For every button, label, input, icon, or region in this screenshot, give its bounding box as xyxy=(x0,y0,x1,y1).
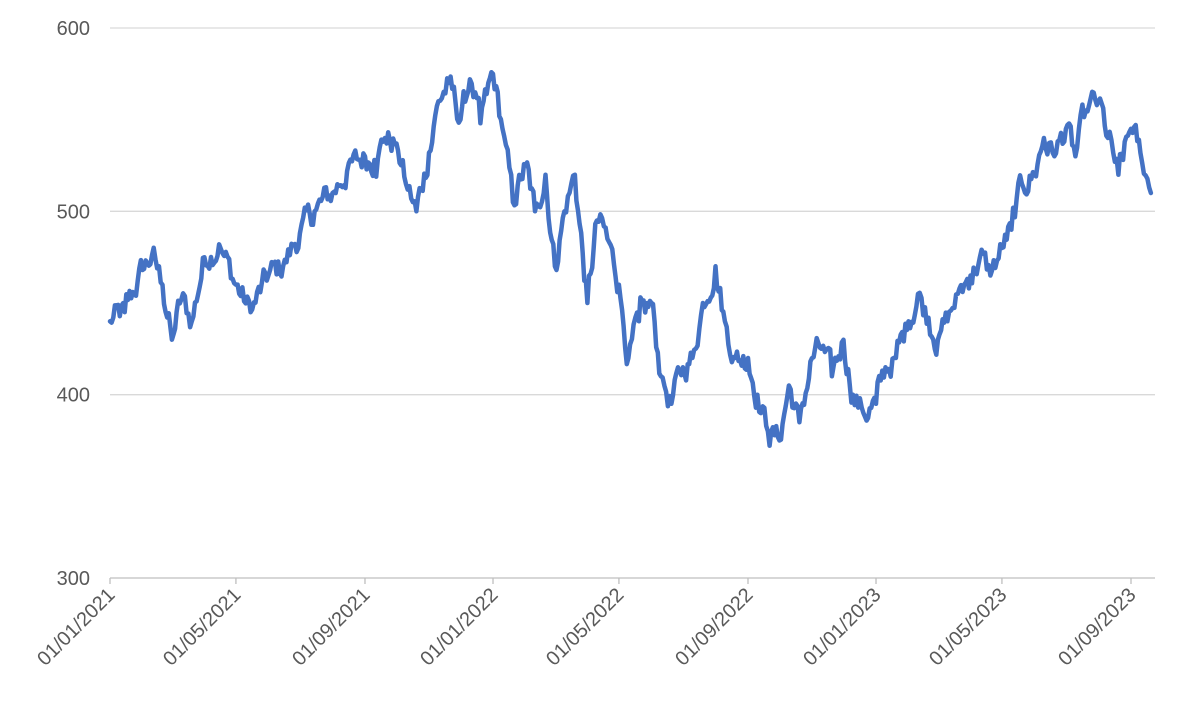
y-axis-tick-labels: 300 400 500 600 xyxy=(57,18,90,590)
x-tick-label: 01/05/2022 xyxy=(542,584,628,670)
gridlines xyxy=(110,27,1155,396)
x-tick-label: 01/01/2023 xyxy=(799,584,885,670)
series-line xyxy=(107,69,1154,448)
x-tick-label: 01/09/2021 xyxy=(288,584,374,670)
x-tick-label: 01/09/2022 xyxy=(671,584,757,670)
y-tick-label: 400 xyxy=(57,385,90,407)
x-axis-ticks: 01/01/2021 01/05/2021 01/09/2021 01/01/2022… xyxy=(33,578,1141,670)
y-tick-label: 600 xyxy=(57,18,90,40)
x-tick-label: 01/09/2023 xyxy=(1054,584,1140,670)
y-tick-label: 300 xyxy=(57,568,90,590)
x-tick-label: 01/01/2022 xyxy=(416,584,502,670)
x-tick-label: 01/01/2021 xyxy=(33,584,119,670)
y-tick-label: 500 xyxy=(57,201,90,223)
x-tick-label: 01/05/2021 xyxy=(159,584,245,670)
x-tick-label: 01/05/2023 xyxy=(925,584,1011,670)
